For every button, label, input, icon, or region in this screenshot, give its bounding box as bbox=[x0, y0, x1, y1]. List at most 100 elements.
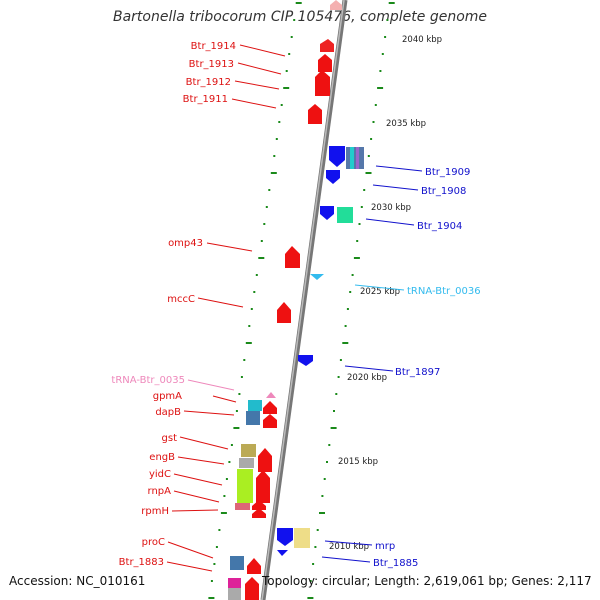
gene-Btr_1913[interactable] bbox=[318, 54, 332, 72]
ruler-tick bbox=[323, 478, 326, 480]
ruler-tick bbox=[339, 359, 342, 361]
label-Btr_1914: Btr_1914 bbox=[191, 41, 236, 52]
genome-title: Bartonella tribocorum CIP 105476, comple… bbox=[112, 9, 488, 25]
ruler-tick bbox=[258, 257, 265, 259]
ruler-tick bbox=[374, 104, 377, 106]
ruler-tick bbox=[270, 172, 277, 174]
ruler-tick bbox=[377, 87, 384, 89]
label-yidC: yidC bbox=[149, 469, 171, 480]
gene-Btr_1909[interactable] bbox=[329, 146, 345, 167]
ruler-tick bbox=[273, 155, 276, 157]
label-proC: proC bbox=[142, 537, 165, 548]
gene-gpmA[interactable] bbox=[263, 401, 277, 414]
gene-rpmH[interactable] bbox=[252, 508, 266, 518]
trna-Btr_0035[interactable] bbox=[266, 392, 276, 398]
cog-block bbox=[241, 444, 256, 457]
ruler-tick bbox=[372, 121, 375, 123]
label-Btr_1913: Btr_1913 bbox=[189, 59, 234, 70]
trna-Btr_0036[interactable] bbox=[310, 274, 324, 280]
ruler-tick bbox=[283, 87, 290, 89]
cog-block bbox=[248, 400, 262, 411]
ruler-tick bbox=[228, 461, 231, 463]
ruler-tick bbox=[243, 359, 246, 361]
genome-backbone bbox=[260, 0, 348, 600]
gene-Btr_1914[interactable] bbox=[320, 39, 334, 52]
ruler-tick bbox=[330, 427, 337, 429]
label-gst: gst bbox=[162, 433, 178, 444]
reverse-genes bbox=[277, 146, 345, 556]
gene-Btr_1883[interactable] bbox=[245, 577, 259, 600]
gene-omp43[interactable] bbox=[285, 246, 300, 268]
genome-backbone-highlight bbox=[261, 0, 345, 600]
gene-mccC[interactable] bbox=[277, 302, 291, 323]
ruler-tick bbox=[349, 291, 352, 293]
gene-rnpA[interactable] bbox=[252, 500, 266, 510]
ruler-tick bbox=[253, 291, 256, 293]
kbp-label-2020: 2020 kbp bbox=[347, 373, 387, 383]
ruler-tick bbox=[335, 393, 338, 395]
ruler-tick bbox=[240, 376, 243, 378]
ruler-tick bbox=[233, 427, 240, 429]
ruler-tick bbox=[328, 444, 331, 446]
ruler-tick bbox=[250, 308, 253, 310]
cog-block bbox=[235, 503, 250, 510]
label-rnpA: rnpA bbox=[148, 486, 172, 497]
ruler-tick bbox=[245, 342, 252, 344]
cog-block bbox=[228, 578, 241, 588]
ruler-tick bbox=[344, 325, 347, 327]
gene-Btr_1912[interactable] bbox=[315, 70, 330, 96]
label-Btr_1911: Btr_1911 bbox=[183, 94, 228, 105]
cog-block bbox=[346, 147, 364, 169]
cog-block bbox=[337, 207, 353, 223]
left-labels: Btr_1914 Btr_1913 Btr_1912 Btr_1911 omp4… bbox=[111, 41, 236, 568]
cog-blocks bbox=[228, 147, 364, 600]
ruler-tick bbox=[319, 512, 325, 514]
ruler-tick bbox=[285, 70, 288, 72]
ruler-tick bbox=[260, 240, 263, 242]
ruler-tick bbox=[365, 172, 372, 174]
gene-Btr_1897[interactable] bbox=[298, 355, 313, 366]
ruler-tick bbox=[235, 410, 238, 412]
ruler-tick bbox=[215, 546, 218, 548]
ruler-tick bbox=[295, 2, 302, 4]
cog-block bbox=[230, 556, 244, 570]
kbp-label-2025: 2025 kbp bbox=[360, 287, 400, 297]
ruler-tick bbox=[225, 478, 228, 480]
label-Btr_1912: Btr_1912 bbox=[186, 77, 231, 88]
ruler-tick bbox=[248, 325, 251, 327]
gene-gst[interactable] bbox=[258, 448, 272, 472]
cog-block bbox=[239, 458, 254, 468]
gene-Btr_1908[interactable] bbox=[326, 170, 340, 184]
ruler-tick bbox=[278, 121, 281, 123]
ruler-tick bbox=[333, 410, 335, 412]
ruler-tick bbox=[358, 223, 361, 225]
ruler-tick bbox=[326, 461, 328, 463]
label-Btr_1885: Btr_1885 bbox=[373, 558, 418, 569]
ruler-tick bbox=[208, 597, 215, 599]
gene-top-pink bbox=[330, 0, 342, 10]
ruler-tick bbox=[275, 138, 278, 140]
gene-proC[interactable] bbox=[247, 558, 261, 574]
label-tRNA-Btr_0036: tRNA-Btr_0036 bbox=[407, 286, 481, 297]
ruler-tick bbox=[223, 495, 226, 497]
label-rpmH: rpmH bbox=[141, 506, 169, 517]
forward-genes bbox=[245, 0, 342, 600]
gene-Btr_1911[interactable] bbox=[308, 104, 322, 124]
ruler-tick bbox=[384, 36, 387, 38]
kbp-labels: 2040 kbp 2035 kbp 2030 kbp 2025 kbp 2020… bbox=[329, 35, 442, 552]
ruler-tick bbox=[213, 563, 216, 565]
gene-engB[interactable] bbox=[256, 470, 270, 503]
cog-block bbox=[294, 528, 310, 548]
gene-Btr_1885[interactable] bbox=[277, 550, 288, 556]
cog-block bbox=[237, 469, 253, 503]
right-labels: Btr_1909 Btr_1908 Btr_1904 tRNA-Btr_0036… bbox=[373, 167, 481, 569]
gene-Btr_1904[interactable] bbox=[320, 206, 334, 220]
kbp-label-2040: 2040 kbp bbox=[402, 35, 442, 45]
label-gpmA: gpmA bbox=[153, 391, 182, 402]
ruler-tick bbox=[342, 342, 349, 344]
ruler-tick bbox=[265, 206, 268, 208]
gene-mrp[interactable] bbox=[277, 528, 293, 546]
accession-text: Accession: NC_010161 bbox=[9, 574, 146, 588]
gene-dapB[interactable] bbox=[263, 414, 277, 428]
